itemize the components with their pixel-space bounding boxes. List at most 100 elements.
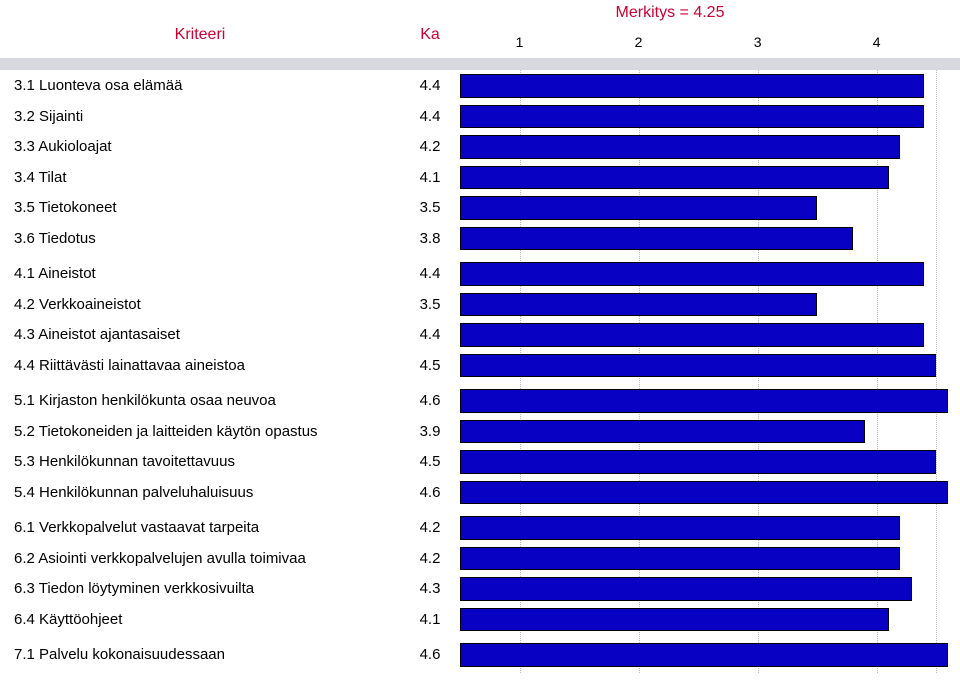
header-ka: Ka — [400, 0, 460, 58]
ka-value: 4.2 — [400, 550, 460, 567]
table-row: 5.4 Henkilökunnan palveluhaluisuus4.6 — [0, 477, 960, 508]
criterion-label: 3.3 Aukioloajat — [0, 138, 400, 155]
header-criterion: Kriteeri — [0, 0, 400, 58]
criterion-label: 4.3 Aineistot ajantasaiset — [0, 326, 400, 343]
bar-area — [460, 132, 960, 162]
table-row: 4.1 Aineistot4.4 — [0, 258, 960, 289]
criterion-label: 5.2 Tietokoneiden ja laitteiden käytön o… — [0, 423, 400, 440]
table-row: 5.3 Henkilökunnan tavoitettavuus4.5 — [0, 446, 960, 477]
table-row: 6.2 Asiointi verkkopalvelujen avulla toi… — [0, 543, 960, 574]
ka-value: 4.4 — [400, 265, 460, 282]
criterion-label: 6.2 Asiointi verkkopalvelujen avulla toi… — [0, 550, 400, 567]
ka-value: 4.2 — [400, 138, 460, 155]
rows: 3.1 Luonteva osa elämää4.43.2 Sijainti4.… — [0, 70, 960, 670]
bar-area — [460, 224, 960, 254]
header-axis-area: Merkitys = 4.25 1234 — [460, 0, 960, 58]
ka-value: 3.9 — [400, 423, 460, 440]
bar-area — [460, 640, 960, 670]
table-row: 4.4 Riittävästi lainattavaa aineistoa4.5 — [0, 350, 960, 381]
bar — [460, 293, 817, 317]
criterion-label: 3.2 Sijainti — [0, 108, 400, 125]
bar — [460, 389, 948, 413]
bar-area — [460, 478, 960, 508]
table-row: 6.1 Verkkopalvelut vastaavat tarpeita4.2 — [0, 512, 960, 543]
ka-value: 4.5 — [400, 453, 460, 470]
bar — [460, 105, 924, 129]
criterion-label: 6.3 Tiedon löytyminen verkkosivuilta — [0, 580, 400, 597]
ka-value: 4.2 — [400, 519, 460, 536]
table-row: 4.3 Aineistot ajantasaiset4.4 — [0, 319, 960, 350]
bar — [460, 608, 889, 632]
bar — [460, 450, 936, 474]
table-row: 6.3 Tiedon löytyminen verkkosivuilta4.3 — [0, 573, 960, 604]
bar-area — [460, 259, 960, 289]
table-row: 3.1 Luonteva osa elämää4.4 — [0, 70, 960, 101]
ka-value: 4.1 — [400, 611, 460, 628]
header-band — [0, 58, 960, 70]
ka-value: 4.4 — [400, 77, 460, 94]
bar-area — [460, 290, 960, 320]
criterion-label: 7.1 Palvelu kokonaisuudessaan — [0, 646, 400, 663]
bar-area — [460, 71, 960, 101]
ka-value: 4.5 — [400, 357, 460, 374]
ka-value: 4.6 — [400, 484, 460, 501]
bar — [460, 166, 889, 190]
ka-value: 3.8 — [400, 230, 460, 247]
criterion-label: 3.5 Tietokoneet — [0, 199, 400, 216]
axis-tick: 3 — [754, 34, 762, 50]
ka-value: 4.4 — [400, 326, 460, 343]
bar-area — [460, 320, 960, 350]
ka-value: 3.5 — [400, 296, 460, 313]
criterion-label: 3.4 Tilat — [0, 169, 400, 186]
criterion-label: 4.2 Verkkoaineistot — [0, 296, 400, 313]
ka-value: 4.1 — [400, 169, 460, 186]
table-row: 3.3 Aukioloajat4.2 — [0, 131, 960, 162]
criterion-label: 5.1 Kirjaston henkilökunta osaa neuvoa — [0, 392, 400, 409]
ka-value: 4.6 — [400, 646, 460, 663]
bar — [460, 577, 912, 601]
criterion-label: 4.4 Riittävästi lainattavaa aineistoa — [0, 357, 400, 374]
table-row: 5.2 Tietokoneiden ja laitteiden käytön o… — [0, 416, 960, 447]
axis-tick: 2 — [635, 34, 643, 50]
bar-area — [460, 163, 960, 193]
bar — [460, 196, 817, 220]
bar-area — [460, 513, 960, 543]
bar — [460, 323, 924, 347]
ka-value: 4.6 — [400, 392, 460, 409]
bar-area — [460, 447, 960, 477]
bar — [460, 481, 948, 505]
criterion-label: 4.1 Aineistot — [0, 265, 400, 282]
merkitys-label: Merkitys = 4.25 — [616, 4, 725, 22]
bar-area — [460, 102, 960, 132]
header-row: Kriteeri Ka Merkitys = 4.25 1234 — [0, 0, 960, 58]
bar-area — [460, 386, 960, 416]
table-row: 3.6 Tiedotus3.8 — [0, 223, 960, 254]
ka-value: 4.3 — [400, 580, 460, 597]
bar — [460, 547, 900, 571]
bar — [460, 420, 865, 444]
table-row: 6.4 Käyttöohjeet4.1 — [0, 604, 960, 635]
bar — [460, 354, 936, 378]
table-row: 7.1 Palvelu kokonaisuudessaan4.6 — [0, 639, 960, 670]
table-row: 3.4 Tilat4.1 — [0, 162, 960, 193]
bar — [460, 135, 900, 159]
bar-area — [460, 605, 960, 635]
table-row: 3.2 Sijainti4.4 — [0, 101, 960, 132]
criterion-label: 5.3 Henkilökunnan tavoitettavuus — [0, 453, 400, 470]
bar — [460, 262, 924, 286]
x-axis: 1234 — [460, 32, 960, 58]
criterion-label: 3.6 Tiedotus — [0, 230, 400, 247]
criterion-label: 3.1 Luonteva osa elämää — [0, 77, 400, 94]
bar — [460, 74, 924, 98]
bar-area — [460, 574, 960, 604]
table-row: 4.2 Verkkoaineistot3.5 — [0, 289, 960, 320]
bar-area — [460, 544, 960, 574]
criterion-label: 6.1 Verkkopalvelut vastaavat tarpeita — [0, 519, 400, 536]
bar — [460, 643, 948, 667]
criterion-label: 6.4 Käyttöohjeet — [0, 611, 400, 628]
bar — [460, 516, 900, 540]
chart-container: Kriteeri Ka Merkitys = 4.25 1234 3.1 Luo… — [0, 0, 960, 685]
table-row: 5.1 Kirjaston henkilökunta osaa neuvoa4.… — [0, 385, 960, 416]
ka-value: 4.4 — [400, 108, 460, 125]
ka-value: 3.5 — [400, 199, 460, 216]
